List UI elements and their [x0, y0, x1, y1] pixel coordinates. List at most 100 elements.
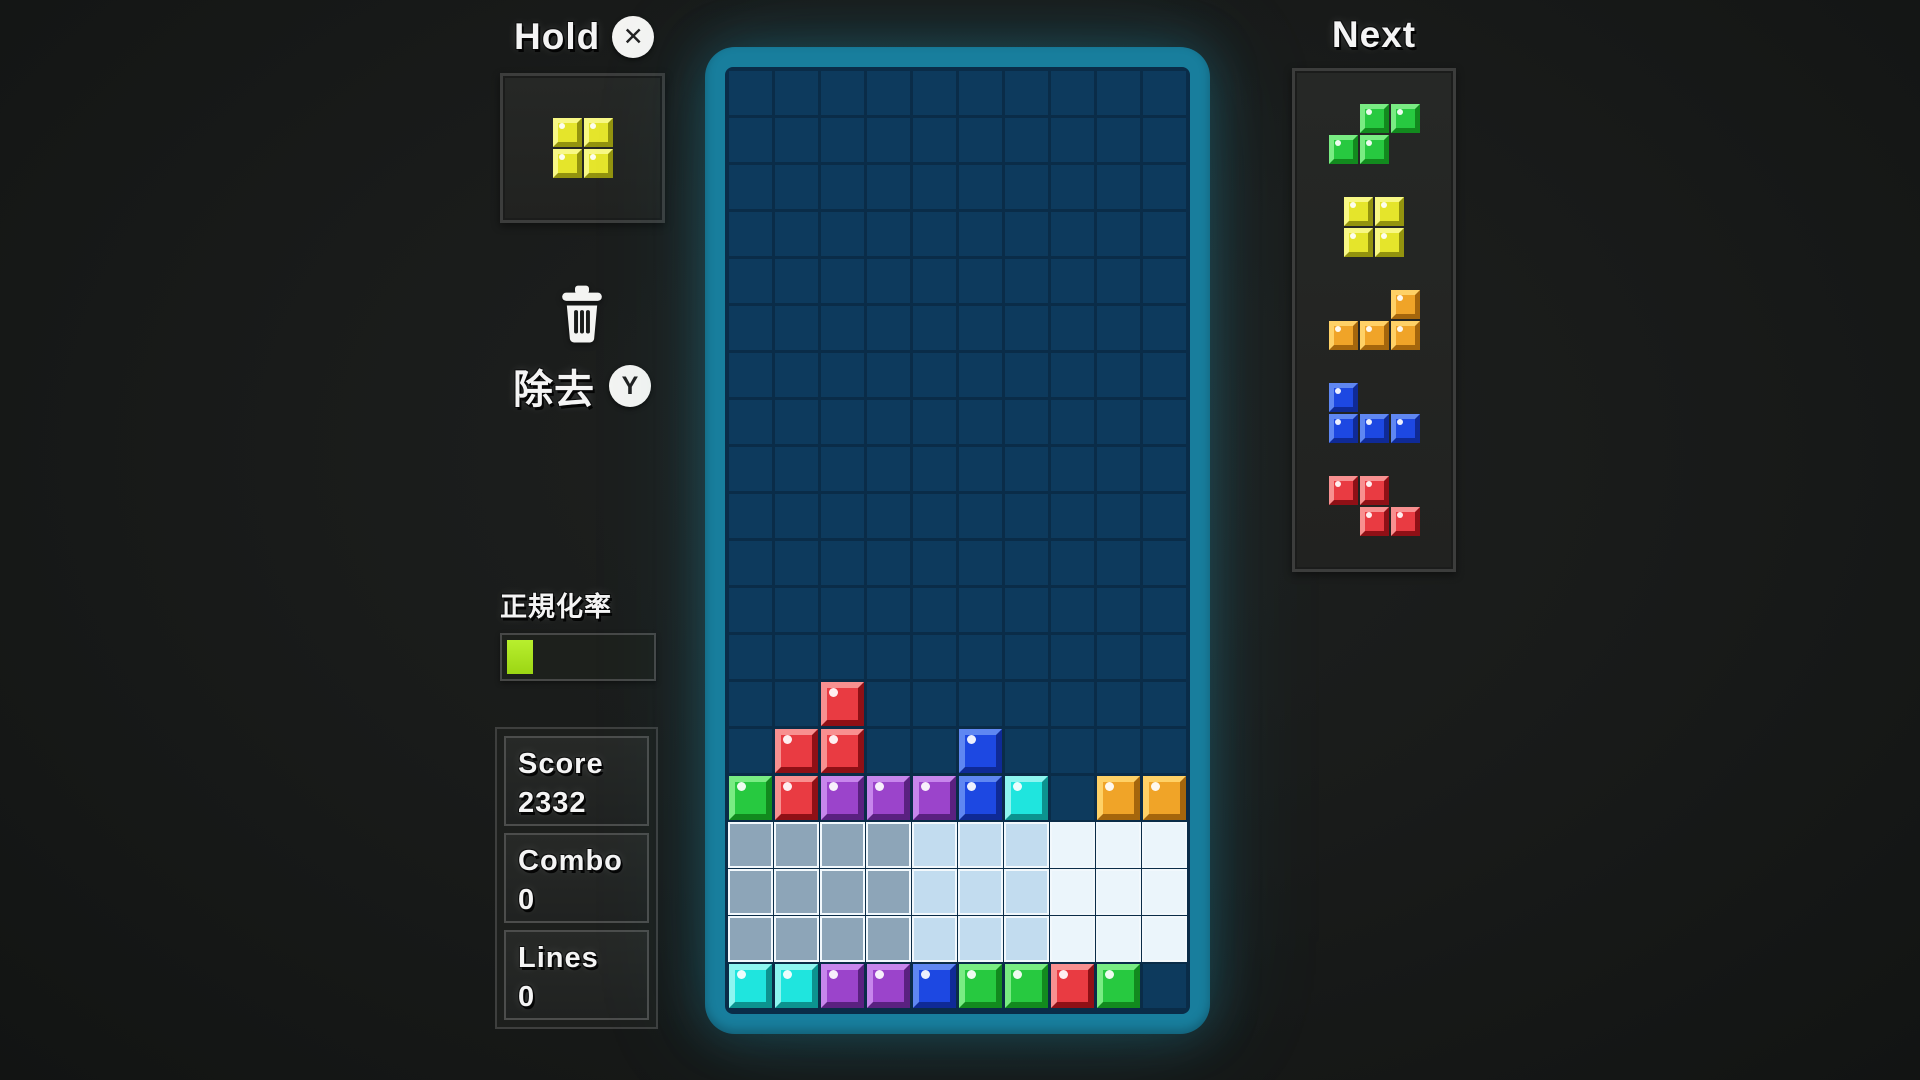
board-cell: [959, 400, 1002, 444]
piece-block: [583, 118, 613, 147]
board-cell-block: [729, 964, 772, 1008]
board-cell: [1051, 729, 1094, 773]
hold-box: [500, 73, 665, 223]
board-cell: [913, 588, 956, 632]
board-cell: [729, 541, 772, 585]
board-cell: [775, 588, 818, 632]
board-cell: [1097, 165, 1140, 209]
board-cell: [913, 118, 956, 162]
next-piece-J: [1328, 383, 1420, 443]
next-piece-O: [1344, 197, 1404, 257]
board-cell: [1097, 447, 1140, 491]
board-cell: [821, 118, 864, 162]
board-cell: [821, 212, 864, 256]
next-piece-S: [1328, 104, 1420, 164]
board-cell-clearing: [728, 869, 773, 915]
piece-block: [1344, 197, 1373, 226]
board-cell-block: [959, 964, 1002, 1008]
board-cell-block: [959, 729, 1002, 773]
board-cell: [1097, 259, 1140, 303]
board-cell-block: [913, 776, 956, 820]
board-cell: [729, 306, 772, 350]
board-cell: [867, 494, 910, 538]
board-cell: [1005, 259, 1048, 303]
board-cell-block: [867, 964, 910, 1008]
next-panel: [1292, 68, 1456, 572]
board-cell-block: [959, 776, 1002, 820]
board-cell-block: [775, 776, 818, 820]
board-cell: [775, 447, 818, 491]
board-cell: [821, 588, 864, 632]
hold-header: Hold ✕: [514, 16, 655, 58]
board-cell: [821, 447, 864, 491]
stat-score: Score 2332: [504, 736, 649, 826]
board-cell: [913, 353, 956, 397]
board-cell-clearing: [1004, 916, 1049, 962]
board-cell: [1051, 259, 1094, 303]
board-cell: [1143, 118, 1186, 162]
board-cell: [1143, 212, 1186, 256]
board-cell-clearing: [866, 869, 911, 915]
board-cell: [729, 494, 772, 538]
board-cell-clearing: [912, 916, 957, 962]
playfield: [705, 47, 1210, 1034]
board-cell: [1005, 400, 1048, 444]
board-cell: [821, 259, 864, 303]
board-cell: [775, 212, 818, 256]
board-cell: [1051, 447, 1094, 491]
board-cell-clearing: [958, 869, 1003, 915]
board-cell-block: [913, 964, 956, 1008]
board-cell: [729, 682, 772, 726]
board-cell: [1143, 400, 1186, 444]
board-cell-clearing: [774, 916, 819, 962]
piece-block: [1390, 321, 1420, 350]
board-cell: [959, 118, 1002, 162]
piece-block: [1390, 290, 1420, 319]
board-cell: [775, 635, 818, 679]
board-cell: [1097, 118, 1140, 162]
board-cell-clearing: [1050, 869, 1095, 915]
board-cell: [729, 635, 772, 679]
board-cell: [1143, 729, 1186, 773]
board-cell-block: [1051, 964, 1094, 1008]
piece-block: [1344, 228, 1373, 257]
board-cell: [913, 635, 956, 679]
stat-lines: Lines 0: [504, 930, 649, 1020]
board-cell: [1097, 494, 1140, 538]
piece-block: [552, 149, 582, 178]
board-grid: [725, 67, 1190, 1014]
hold-x-button[interactable]: ✕: [612, 16, 655, 58]
board-cell: [1143, 353, 1186, 397]
board-cell: [867, 588, 910, 632]
piece-block: [1390, 104, 1420, 133]
combo-label: Combo: [518, 845, 623, 877]
piece-block: [1375, 228, 1404, 257]
score-label: Score: [518, 748, 604, 780]
board-cell: [775, 306, 818, 350]
board-cell: [913, 400, 956, 444]
board-cell: [867, 400, 910, 444]
board-cell: [1097, 541, 1140, 585]
piece-block: [552, 118, 582, 147]
board-cell: [775, 541, 818, 585]
board-cell: [1097, 729, 1140, 773]
meter-fill: [507, 640, 533, 674]
board-cell: [821, 494, 864, 538]
discard-y-button[interactable]: Y: [609, 365, 651, 407]
piece-block: [1328, 135, 1358, 164]
board-cell: [775, 71, 818, 115]
board-cell-clearing: [774, 822, 819, 868]
stats-panel: Score 2332 Combo 0 Lines 0: [495, 727, 658, 1029]
board-cell: [1143, 682, 1186, 726]
board-cell: [867, 353, 910, 397]
board-cell: [1005, 447, 1048, 491]
piece-block: [1328, 414, 1358, 443]
board-cell: [1051, 71, 1094, 115]
board-cell-block: [821, 682, 864, 726]
board-cell: [1051, 635, 1094, 679]
board-cell: [775, 400, 818, 444]
board-cell: [1005, 541, 1048, 585]
board-cell-clearing: [1004, 822, 1049, 868]
board-cell: [1097, 400, 1140, 444]
board-cell: [1097, 306, 1140, 350]
